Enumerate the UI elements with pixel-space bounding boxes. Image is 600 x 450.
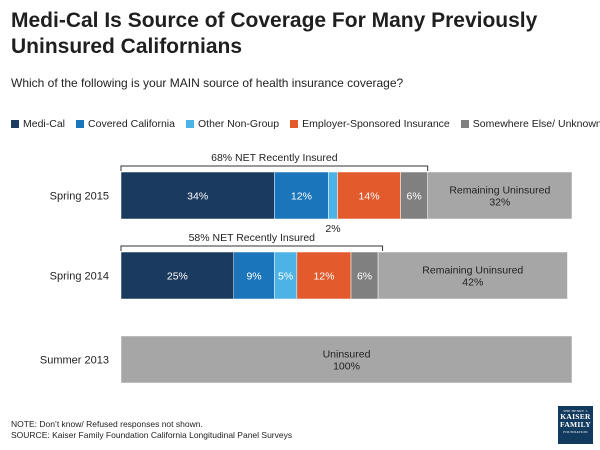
legend-item: Medi-Cal [11, 118, 65, 130]
legend-swatch [290, 120, 299, 128]
logo-line2: FAMILY [560, 420, 591, 429]
bar-segment [337, 171, 401, 220]
legend-swatch [76, 120, 85, 128]
data-label: 12% [313, 271, 334, 283]
bar-segment [120, 251, 234, 300]
legend-label: Covered California [88, 118, 175, 130]
legend-label: Other Non-Group [197, 118, 280, 130]
legend-item: Employer-Sponsored Insurance [290, 118, 450, 130]
net-bracket-label: 58% NET Recently Insured [189, 232, 316, 244]
legend-label: Somewhere Else/ Unknown [472, 118, 600, 130]
legend-swatch [185, 120, 194, 128]
bar-segment [233, 251, 275, 300]
category-label: Spring 2015 [50, 191, 109, 203]
data-label: 6% [357, 271, 372, 283]
legend-item: Other Non-Group [185, 118, 280, 130]
logo-bottom-text: FOUNDATION [563, 430, 588, 434]
data-label: 9% [246, 271, 261, 283]
bar-segment [427, 171, 573, 220]
bar-segment [377, 251, 568, 300]
net-bracket-label: 68% NET Recently Insured [211, 152, 338, 164]
legend-swatch [11, 120, 19, 128]
data-label: 14% [359, 191, 380, 203]
category-label: Summer 2013 [40, 355, 109, 367]
net-bracket [120, 165, 429, 171]
data-label: 12% [291, 191, 312, 203]
legend-item: Somewhere Else/ Unknown [460, 118, 600, 130]
data-label: Remaining Uninsured 42% [422, 265, 523, 289]
bar-segment [120, 171, 275, 220]
bar-segment [328, 171, 338, 220]
legend-label: Employer-Sponsored Insurance [302, 118, 450, 130]
legend-swatch [460, 120, 469, 128]
data-label: Uninsured 100% [323, 349, 371, 373]
footnote-source: SOURCE: Kaiser Family Foundation Califor… [11, 430, 293, 440]
net-bracket [120, 245, 384, 251]
footnote: NOTE: Don’t know/ Refused responses not … [11, 419, 292, 441]
outside-data-label: 2% [325, 223, 340, 235]
logo-top-text: THE HENRY J. [563, 409, 588, 413]
legend-item: Covered California [76, 118, 175, 130]
data-label: Remaining Uninsured 32% [449, 185, 550, 209]
data-label: 34% [187, 191, 208, 203]
logo-line1: KAISER [560, 412, 591, 421]
stacked-bar-chart: Spring 2015 34% 12% 14% 6% Remaining Uninsure… [40, 152, 573, 384]
kff-logo: THE HENRY J. KAISER FAMILY FOUNDATION [558, 406, 593, 444]
bar-segment [350, 251, 379, 300]
category-label: Spring 2014 [50, 271, 109, 283]
bar-segment [120, 335, 573, 384]
survey-question: Which of the following is your MAIN sour… [11, 76, 404, 90]
data-label: 5% [278, 271, 293, 283]
bar-segment [400, 171, 428, 220]
data-label: 6% [407, 191, 422, 203]
legend-label: Medi-Cal [23, 118, 66, 130]
data-label: 25% [167, 271, 188, 283]
page-title: Medi-Cal Is Source of Coverage For Many … [11, 9, 538, 58]
chart-legend: Medi-Cal Covered California Other Non-Grou… [11, 118, 600, 130]
bar-segment [296, 251, 352, 300]
footnote-note: NOTE: Don’t know/ Refused responses not … [11, 419, 203, 429]
